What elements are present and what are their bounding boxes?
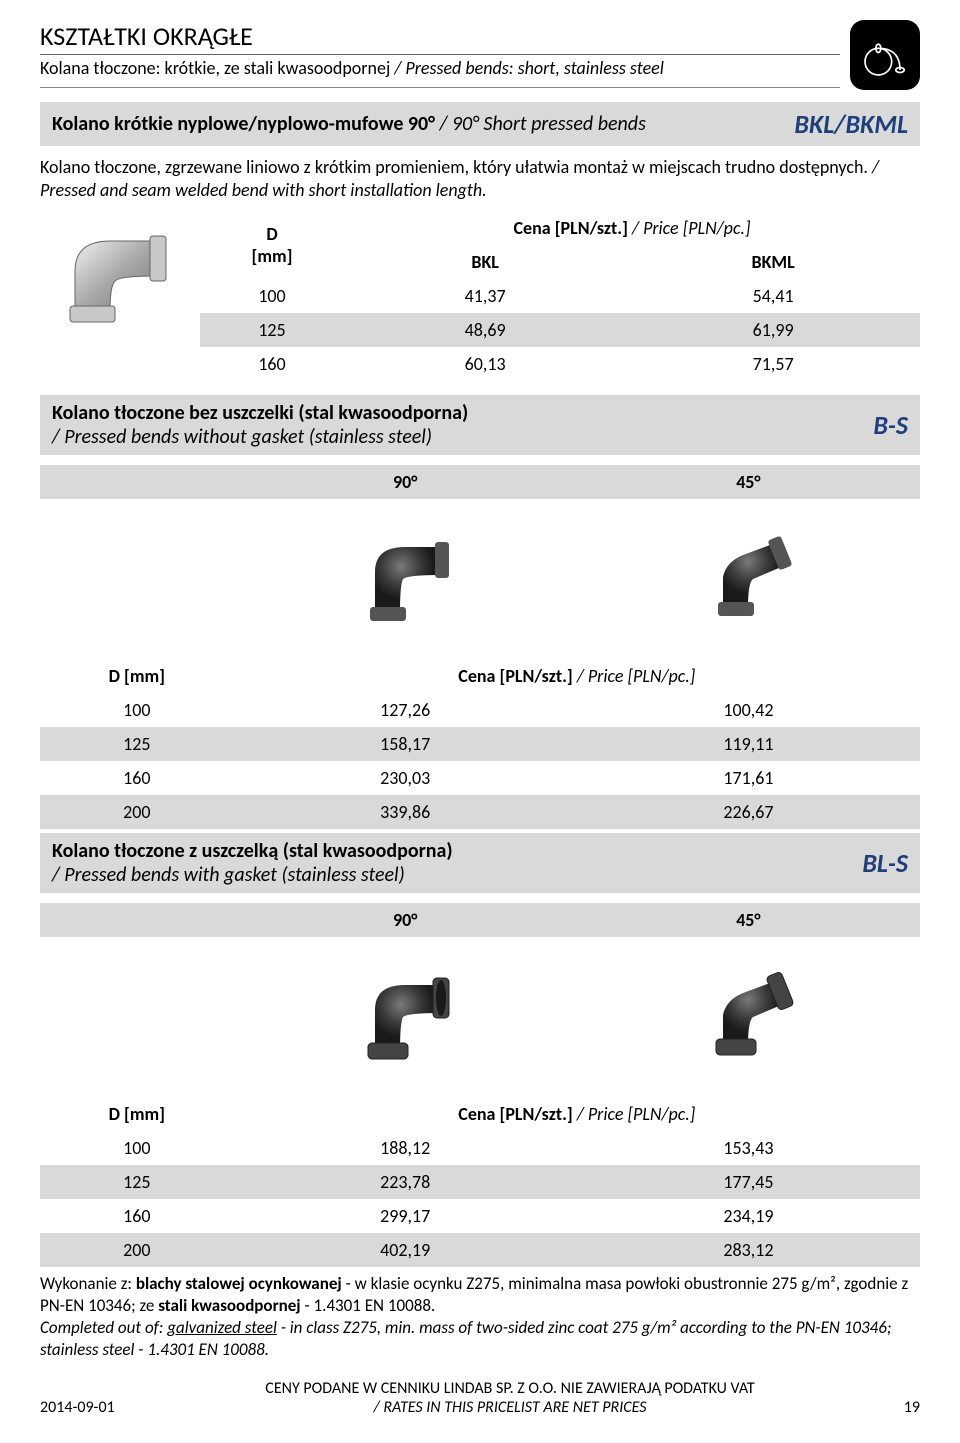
section1-row: D [mm] Cena [PLN/szt.] / Price [PLN/pc.]… <box>40 211 920 381</box>
section1-title-pl: Kolano krótkie nyplowe/nyplowo-mufowe 90… <box>52 112 435 136</box>
col-d-unit: [mm] <box>208 245 336 267</box>
footer-center-pl: CENY PODANE W CENNIKU LINDAB SP. Z O.O. … <box>160 1379 860 1398</box>
page-header: KSZTAŁTKI OKRĄGŁE Kolana tłoczone: krótk… <box>40 20 920 102</box>
section2-title-en: / Pressed bends without gasket (stainles… <box>52 425 432 449</box>
footer-pagenum: 19 <box>860 1398 920 1417</box>
col-bkl: BKL <box>344 245 626 279</box>
price-header-pl: Cena [PLN/szt.] <box>514 217 628 239</box>
section3-title-en: / Pressed bends with gasket (stainless s… <box>52 863 405 887</box>
angle-90: 90° <box>234 903 577 937</box>
section3-title-pl: Kolano tłoczone z uszczelką (stal kwasoo… <box>52 839 453 863</box>
angle-45: 45° <box>577 465 920 499</box>
col-bkml: BKML <box>626 245 920 279</box>
section1-table: D [mm] Cena [PLN/szt.] / Price [PLN/pc.]… <box>200 211 920 381</box>
price-header-en: / Price [PLN/pc.] <box>632 217 750 239</box>
table-row: 125 158,17 119,11 <box>40 727 920 761</box>
table-row: 100 188,12 153,43 <box>40 1131 920 1165</box>
table-row: 200 402,19 283,12 <box>40 1233 920 1267</box>
elbow-45-stainless-image <box>577 499 920 659</box>
col-d-header: D <box>208 223 336 245</box>
section3-code: BL-S <box>862 847 908 879</box>
elbow-90-stainless-image <box>234 499 577 659</box>
elbow-90-galvanized-image <box>40 211 200 341</box>
col-d: D [mm] <box>40 659 234 693</box>
subtitle-pl: Kolana tłoczone: krótkie, ze stali kwaso… <box>40 57 390 79</box>
angle-header-row: 90° 45° <box>40 903 920 937</box>
price-header-en: / Price [PLN/pc.] <box>577 1103 695 1125</box>
footer-center-en: / RATES IN THIS PRICELIST ARE NET PRICES <box>160 1398 860 1417</box>
category-icon <box>850 20 920 90</box>
elbow-90-gasket-image <box>234 937 577 1097</box>
section1-bar: Kolano krótkie nyplowe/nyplowo-mufowe 90… <box>40 102 920 146</box>
image-row <box>40 937 920 1097</box>
section3-table: 90° 45° D [mm] Cena [PLN/szt.] <box>40 903 920 1267</box>
table-row: 160 299,17 234,19 <box>40 1199 920 1233</box>
section2-title-pl: Kolano tłoczone bez uszczelki (stal kwas… <box>52 401 468 425</box>
section2-code: B-S <box>873 409 908 441</box>
footer-date: 2014-09-01 <box>40 1398 160 1417</box>
page-footer: 2014-09-01 CENY PODANE W CENNIKU LINDAB … <box>40 1379 920 1417</box>
col-d: D [mm] <box>40 1097 234 1131</box>
price-header-en: / Price [PLN/pc.] <box>577 665 695 687</box>
page-title: KSZTAŁTKI OKRĄGŁE <box>40 20 840 55</box>
section1-desc-pl: Kolano tłoczone, zgrzewane liniowo z kró… <box>40 156 868 178</box>
table-row: 200 339,86 226,67 <box>40 795 920 829</box>
table-row: 160 60,13 71,57 <box>200 347 920 381</box>
elbow-45-gasket-image <box>577 937 920 1097</box>
angle-45: 45° <box>577 903 920 937</box>
price-header-pl: Cena [PLN/szt.] <box>458 1103 572 1125</box>
section1-title-en: / 90° Short pressed bends <box>440 112 646 136</box>
section1-desc: Kolano tłoczone, zgrzewane liniowo z kró… <box>40 156 920 201</box>
section2-bar: Kolano tłoczone bez uszczelki (stal kwas… <box>40 395 920 455</box>
image-row <box>40 499 920 659</box>
table-row: 100 127,26 100,42 <box>40 693 920 727</box>
footer-note: Wykonanie z: blachy stalowej ocynkowanej… <box>40 1273 920 1361</box>
table-row: 125 223,78 177,45 <box>40 1165 920 1199</box>
section3-bar: Kolano tłoczone z uszczelką (stal kwasoo… <box>40 833 920 893</box>
header-row: D [mm] Cena [PLN/szt.] / Price [PLN/pc.] <box>40 659 920 693</box>
page-subtitle: Kolana tłoczone: krótkie, ze stali kwaso… <box>40 57 840 88</box>
subtitle-en: / Pressed bends: short, stainless steel <box>394 57 664 79</box>
section2-table: 90° 45° D [mm] Cena [PLN/szt.] / Price <box>40 465 920 829</box>
header-row: D [mm] Cena [PLN/szt.] / Price [PLN/pc.] <box>40 1097 920 1131</box>
section1-code: BKL/BKML <box>794 108 908 140</box>
price-header-pl: Cena [PLN/szt.] <box>458 665 572 687</box>
table-row: 100 41,37 54,41 <box>200 279 920 313</box>
angle-90: 90° <box>234 465 577 499</box>
table-row: 160 230,03 171,61 <box>40 761 920 795</box>
angle-header-row: 90° 45° <box>40 465 920 499</box>
table-row: 125 48,69 61,99 <box>200 313 920 347</box>
